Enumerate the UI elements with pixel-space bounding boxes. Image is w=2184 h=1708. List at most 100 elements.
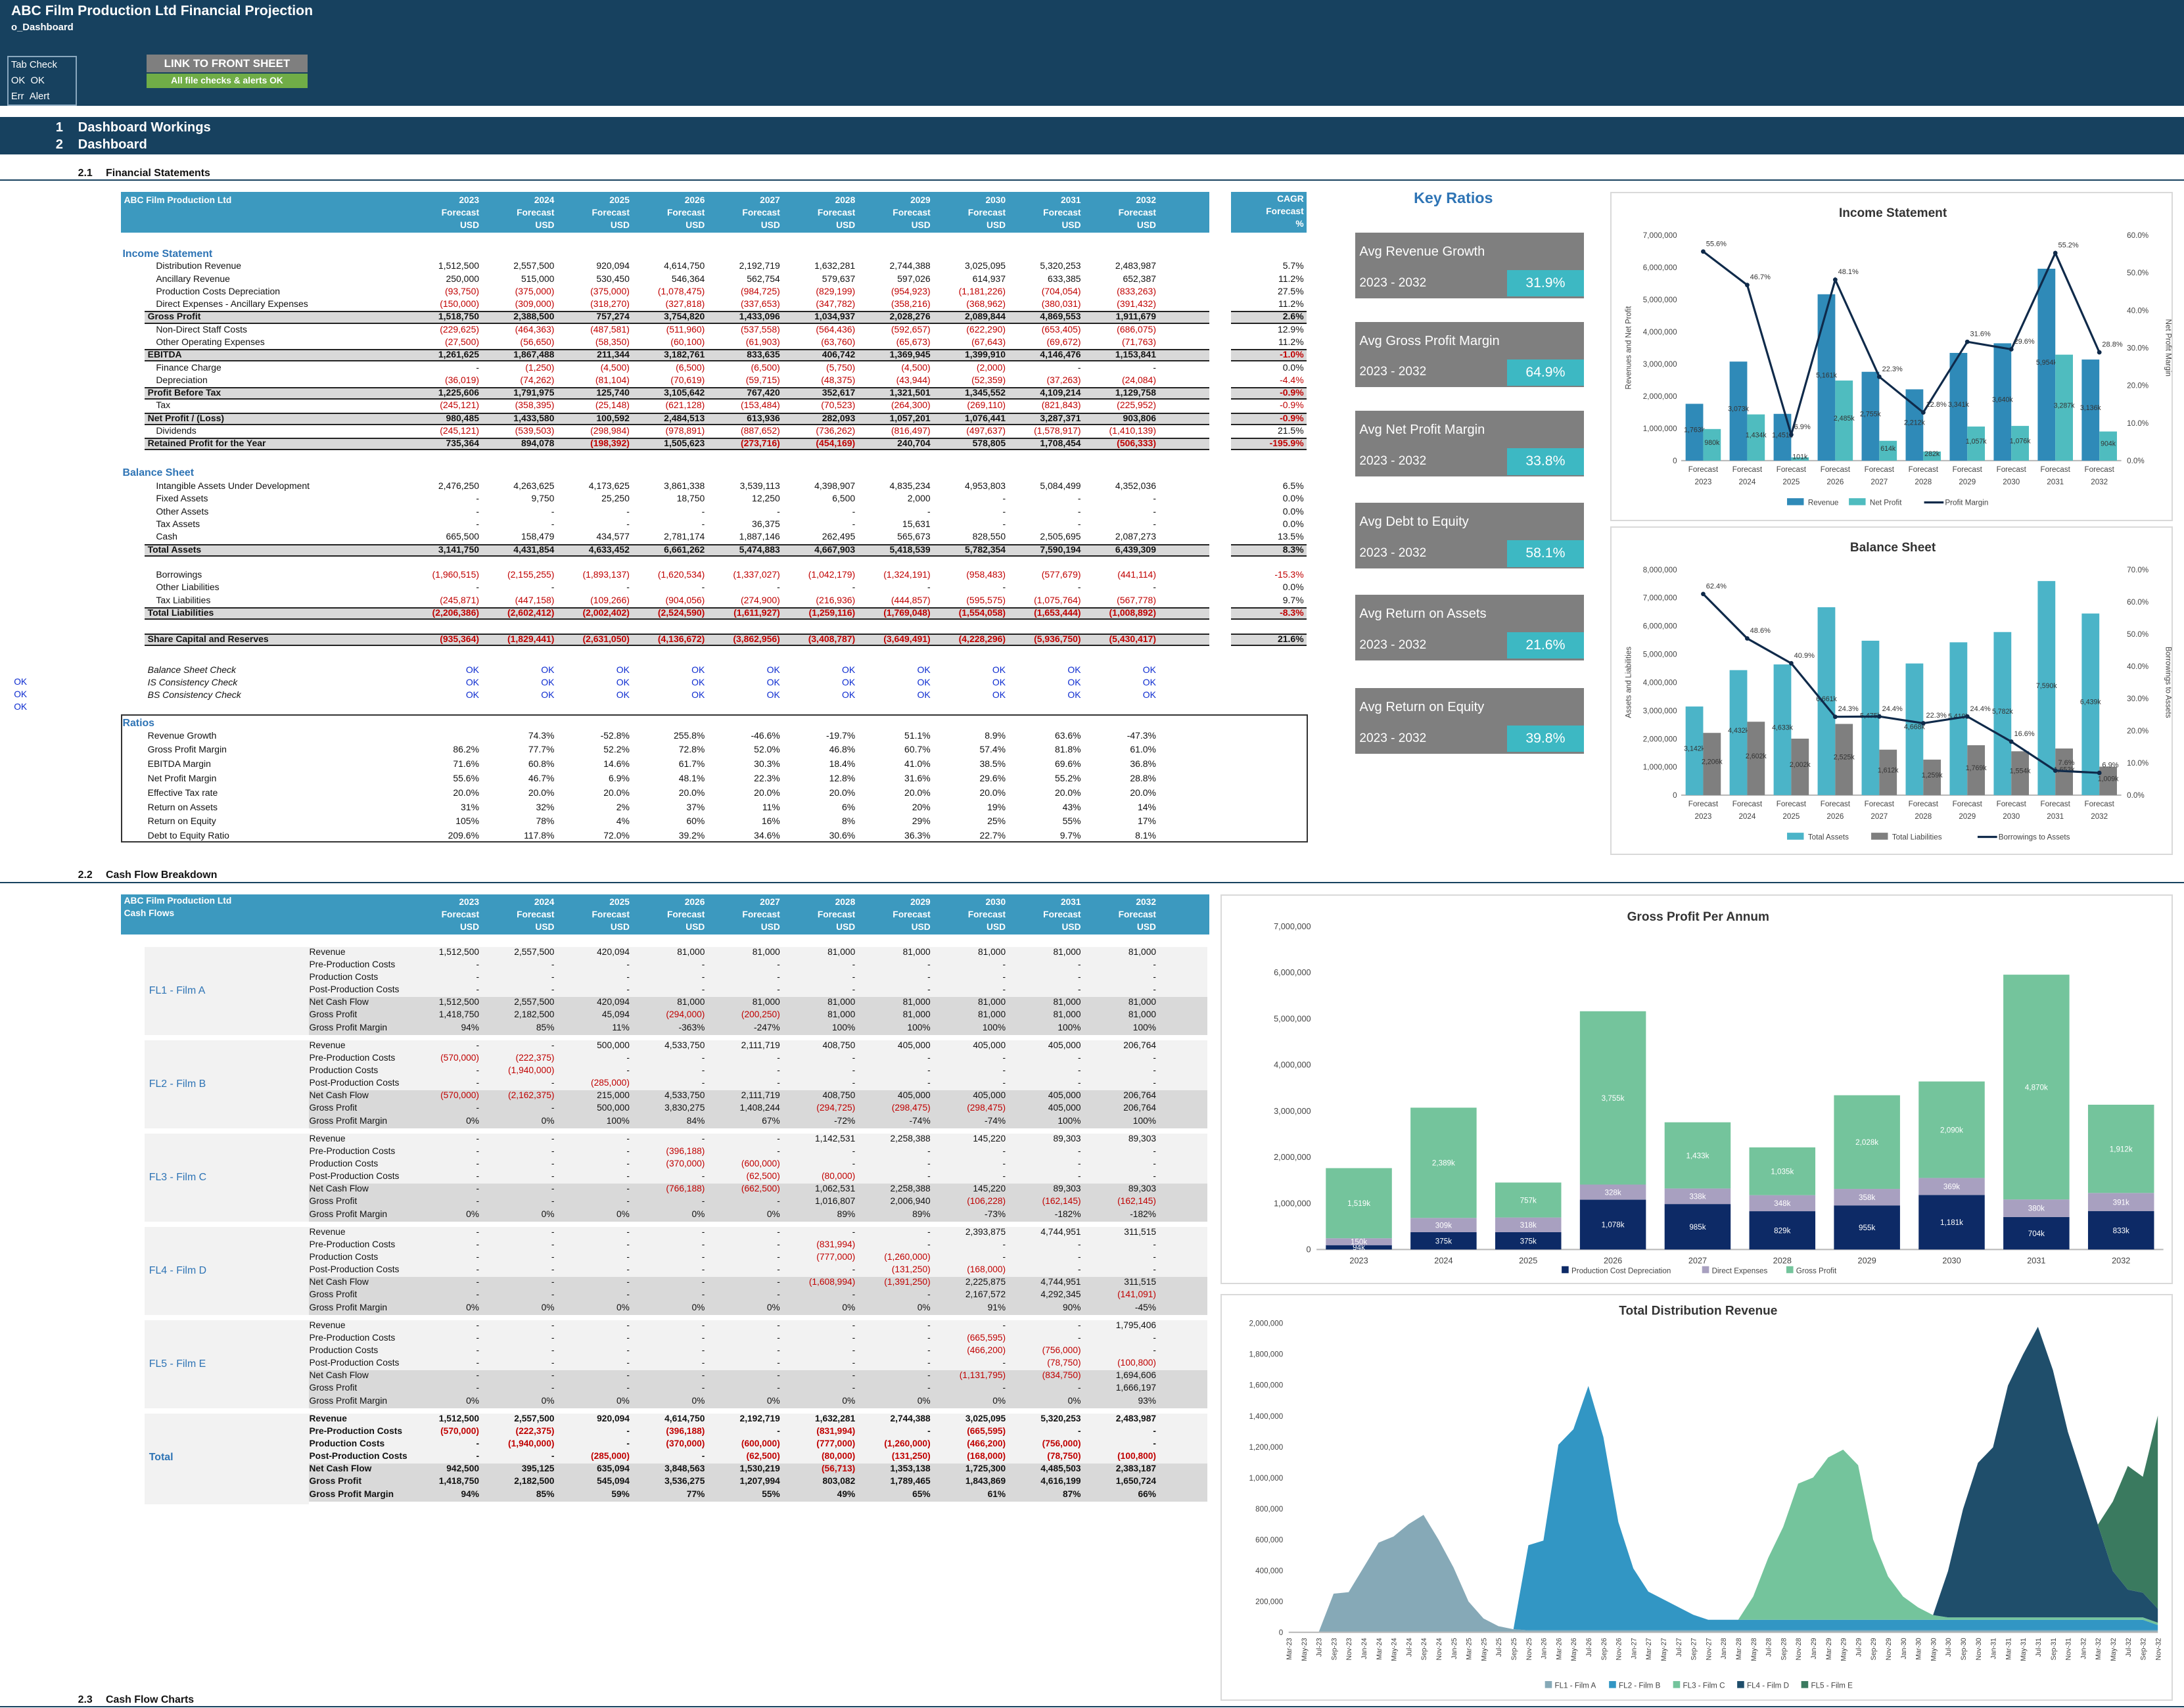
cf-cell: - — [927, 1370, 931, 1381]
ratio-cell: 28.8% — [1130, 772, 1156, 783]
ratio-cell: 31.6% — [904, 772, 931, 783]
fs-cell: (1,611,927) — [733, 607, 780, 618]
fs-cell: (592,657) — [891, 323, 931, 335]
cf-cell: - — [777, 1264, 780, 1275]
section-dashboard-workings-link[interactable]: Dashboard Workings — [78, 120, 211, 135]
cf-cell: - — [551, 1078, 555, 1088]
x-tick-label: 2032 — [2091, 812, 2108, 821]
fs-year-header: 2026 — [684, 195, 705, 205]
link-to-front-sheet-button[interactable]: LINK TO FRONT SHEET — [146, 54, 308, 73]
legend-swatch — [1870, 833, 1888, 840]
bar-total-assets — [2037, 581, 2056, 795]
cagr-cell: 0.0% — [1282, 361, 1304, 373]
bar-production-cost-depreciation — [1918, 1194, 1985, 1249]
key-ratio-value: 33.8% — [1507, 448, 1584, 475]
fs-cell: 25,250 — [601, 493, 630, 504]
fs-cell: (375,000) — [515, 285, 555, 296]
film-detail-band — [309, 1320, 1208, 1371]
cf-unit-header: USD — [1136, 921, 1156, 932]
tab-check-title: Tab Check — [11, 60, 57, 70]
fs-cell: (2,631,050) — [582, 634, 630, 645]
y2-tick-label: 70.0% — [2127, 566, 2149, 574]
cf-cell: - — [927, 1426, 931, 1437]
cf-cell: - — [551, 1171, 555, 1182]
section-dashboard-link[interactable]: Dashboard — [78, 137, 147, 152]
cf-cell: - — [476, 1277, 480, 1287]
line-point — [1832, 714, 1838, 720]
x-tick-label: Jul-24 — [1405, 1638, 1413, 1657]
fs-cell: (58,350) — [595, 336, 630, 348]
cf-cell: - — [701, 972, 705, 982]
cf-forecast-header: Forecast — [1043, 909, 1081, 919]
tab-check-ok-a: OK — [11, 76, 26, 87]
cf-cell: - — [476, 1239, 480, 1250]
y-tick-label: 1,400,000 — [1249, 1412, 1283, 1421]
cf-cell: 81,000 — [1128, 1009, 1157, 1020]
cf-cell: 77% — [686, 1489, 705, 1499]
line-point — [1744, 636, 1750, 641]
cf-cell: - — [551, 972, 555, 982]
cf-cell: -72% — [834, 1115, 856, 1126]
cf-cell: - — [701, 1345, 705, 1356]
cf-cell: 0% — [616, 1395, 630, 1406]
cf-cell: - — [551, 1184, 555, 1194]
fs-cell: 578,805 — [972, 438, 1006, 449]
bar-data-label: 904k — [2101, 440, 2116, 448]
cf-cell: - — [1153, 1065, 1157, 1076]
legend-label: Borrowings to Assets — [1999, 833, 2070, 842]
ratio-cell: 36.3% — [904, 830, 931, 841]
cf-cell: - — [551, 1320, 555, 1331]
cf-cell: (222,375) — [515, 1426, 555, 1437]
fs-unit-header: USD — [535, 219, 555, 230]
fs-cell: (1,653,444) — [1034, 607, 1081, 618]
ratio-cell: -52.8% — [600, 729, 630, 741]
cf-cell: (56,713) — [821, 1464, 856, 1474]
bar-production-cost-depreciation — [1749, 1211, 1815, 1249]
cf-cell: - — [1002, 1320, 1006, 1331]
ratio-label: Return on Equity — [147, 816, 216, 827]
film-summary-band — [309, 1277, 1208, 1315]
cf-row-label: Pre-Production Costs — [309, 959, 396, 970]
bar-gross-profit — [1495, 1182, 1561, 1218]
line-point — [2009, 739, 2014, 744]
fs-cell: (5,936,750) — [1034, 634, 1081, 645]
cf-cell: - — [1153, 1239, 1157, 1250]
cagr-cell: -0.9% — [1280, 400, 1304, 411]
cf-cell: 81,000 — [1128, 997, 1157, 1007]
bar-total-assets — [1773, 664, 1792, 795]
cf-cell: 2,167,572 — [965, 1289, 1006, 1300]
section-title: Cash Flow Breakdown — [106, 869, 218, 881]
cf-cell: (570,000) — [440, 1426, 480, 1437]
bar-data-label: 318k — [1520, 1221, 1536, 1230]
film-summary-band — [309, 1090, 1208, 1128]
fs-row: Tax (245,121) (358,395) (25,148) (621,128) (1… — [122, 400, 1306, 412]
chart-title: Gross Profit Per Annum — [1627, 910, 1769, 924]
cagr-cell: 0.0% — [1282, 582, 1304, 593]
cf-cell: 405,000 — [973, 1090, 1006, 1101]
ratio-cell: 20.0% — [678, 787, 705, 798]
line-data-label: 16.6% — [2014, 730, 2034, 738]
cf-cell: 0% — [541, 1395, 555, 1406]
cf-cell: 89% — [837, 1209, 856, 1219]
cf-cell: - — [476, 1184, 480, 1194]
cf-cell: - — [927, 1065, 931, 1076]
x-tick-label: 2030 — [2003, 812, 2020, 821]
ratio-cell: 37% — [686, 801, 705, 812]
ratio-cell: 4% — [616, 816, 630, 827]
bar-data-label: 94k — [1353, 1243, 1365, 1252]
cf-forecast-header: Forecast — [893, 909, 931, 919]
x-tick-label: Jul-23 — [1315, 1638, 1323, 1657]
total-row-band — [145, 349, 1209, 362]
bar-direct-expenses — [1749, 1195, 1815, 1211]
cf-unit-header: USD — [760, 921, 780, 932]
fs-cell: (537,558) — [740, 323, 780, 335]
fs-cell: - — [1002, 519, 1006, 529]
x-tick-label: May-28 — [1750, 1638, 1757, 1661]
cf-cell: - — [1153, 1146, 1157, 1157]
cf-cell: 942,500 — [446, 1464, 480, 1474]
fs-cell: 6,661,262 — [664, 543, 705, 555]
cf-cell: 81,000 — [1053, 997, 1081, 1007]
fs-cell: 1,512,500 — [438, 260, 479, 271]
cagr-cell: -8.3% — [1280, 607, 1304, 618]
fs-cell: (264,300) — [891, 400, 931, 411]
